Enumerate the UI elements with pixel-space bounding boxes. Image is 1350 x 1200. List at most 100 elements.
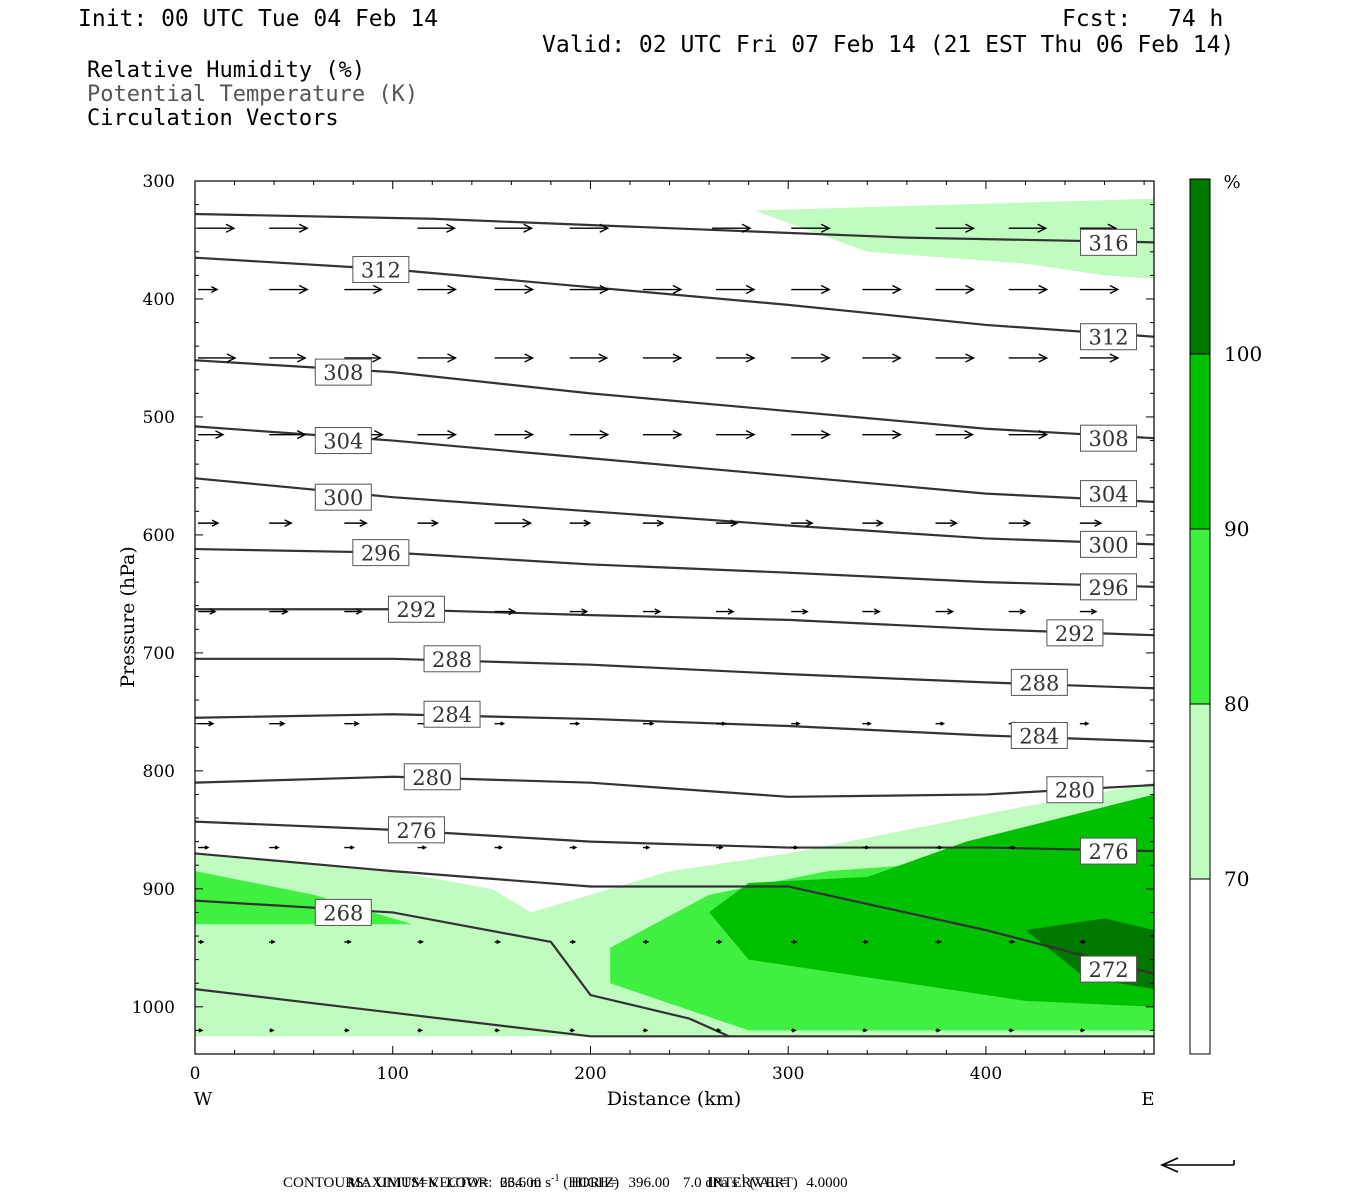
vector-head bbox=[298, 223, 309, 233]
vector-head bbox=[1010, 939, 1016, 945]
circulation-vector bbox=[716, 353, 756, 363]
theta-contour-288 bbox=[195, 657, 1154, 690]
circulation-vector bbox=[269, 430, 307, 440]
circulation-vector bbox=[198, 430, 225, 440]
circulation-vector bbox=[862, 519, 884, 527]
circulation-vector bbox=[269, 845, 280, 850]
circulation-vector bbox=[344, 720, 360, 727]
vector-head bbox=[672, 284, 683, 295]
circulation-vector bbox=[935, 519, 959, 527]
contour-label-box bbox=[1080, 323, 1138, 351]
vector-head bbox=[570, 1028, 576, 1033]
circulation-vector bbox=[1079, 284, 1120, 295]
circulation-vector bbox=[344, 1028, 350, 1033]
circulation-vector bbox=[791, 519, 814, 527]
valid-time: Valid: 02 UTC Fri 07 Feb 14 (21 EST Thu … bbox=[542, 32, 1235, 58]
y-tick-label: 300 bbox=[143, 172, 175, 192]
vector-head bbox=[447, 353, 458, 363]
vector-head bbox=[281, 608, 289, 615]
vector-head bbox=[500, 721, 506, 726]
circulation-vector bbox=[494, 518, 533, 528]
contour-label-box bbox=[1080, 530, 1138, 558]
vector-head bbox=[581, 608, 589, 615]
vector-head bbox=[279, 720, 286, 727]
contour-label: 268 bbox=[314, 898, 372, 926]
circulation-vector bbox=[569, 1028, 576, 1033]
vector-head bbox=[225, 223, 236, 233]
vector-head bbox=[198, 1028, 204, 1033]
colorbar-label: 70 bbox=[1224, 867, 1249, 891]
circulation-vector bbox=[198, 939, 205, 945]
x-tick-label: 200 bbox=[574, 1064, 606, 1084]
vector-head bbox=[745, 353, 756, 363]
vector-head bbox=[965, 284, 976, 295]
contour-label-box bbox=[403, 763, 461, 791]
contour-label-text: 304 bbox=[323, 430, 363, 454]
circulation-vector bbox=[791, 721, 801, 726]
vector-head bbox=[599, 284, 610, 295]
vector-head bbox=[575, 721, 581, 726]
y-axis-title: Pressure (hPa) bbox=[117, 546, 139, 688]
y-tick-label: 800 bbox=[143, 762, 175, 782]
circulation-vector bbox=[1008, 430, 1049, 440]
contour-label-box bbox=[1080, 424, 1138, 452]
circulation-vector bbox=[791, 1028, 797, 1033]
vector-head bbox=[1109, 353, 1120, 363]
contour-label: 292 bbox=[387, 595, 445, 623]
circulation-vector bbox=[417, 939, 425, 945]
circulation-vector bbox=[417, 284, 458, 295]
circulation-vector bbox=[417, 430, 458, 440]
circulation-vector bbox=[791, 284, 831, 295]
circulation-vector bbox=[1079, 939, 1087, 945]
circulation-vector bbox=[1008, 1028, 1015, 1033]
vector-head bbox=[820, 284, 831, 295]
vector-head bbox=[298, 284, 309, 295]
vector-head bbox=[654, 608, 662, 615]
contour-label-text: 272 bbox=[1088, 958, 1128, 982]
vector-head bbox=[446, 223, 457, 233]
circulation-vector bbox=[569, 519, 592, 527]
contour-label-box bbox=[314, 483, 372, 511]
vector-head bbox=[672, 353, 683, 363]
init-time: Init: 00 UTC Tue 04 Feb 14 bbox=[78, 6, 439, 32]
circulation-vector bbox=[935, 939, 943, 945]
circulation-vector bbox=[269, 608, 289, 615]
vector-head bbox=[805, 519, 814, 527]
circulation-vector bbox=[198, 720, 215, 727]
vector-head bbox=[226, 353, 237, 363]
vector-head bbox=[345, 1028, 350, 1033]
theta-contour-284 bbox=[195, 713, 1154, 743]
circulation-vector bbox=[569, 284, 610, 295]
vector-head bbox=[523, 223, 534, 233]
vector-head bbox=[496, 939, 502, 945]
contour-label-text: 288 bbox=[432, 648, 472, 672]
vector-head bbox=[949, 519, 959, 527]
x-end-label-east: E bbox=[1141, 1089, 1154, 1110]
vector-head bbox=[1019, 608, 1027, 615]
vector-head bbox=[1090, 608, 1098, 615]
circulation-vector bbox=[494, 607, 517, 616]
vector-head bbox=[274, 845, 280, 850]
contour-label: 304 bbox=[1080, 480, 1138, 508]
vector-head bbox=[447, 284, 458, 295]
contour-label: 284 bbox=[423, 700, 481, 728]
vector-head bbox=[1038, 430, 1049, 440]
contour-label: 304 bbox=[314, 427, 372, 455]
vector-head bbox=[522, 518, 533, 528]
contour-label-text: 292 bbox=[1055, 622, 1095, 646]
vector-head bbox=[270, 939, 276, 945]
vector-head bbox=[422, 845, 428, 850]
contour-label-box bbox=[1080, 228, 1138, 256]
vector-head bbox=[372, 353, 382, 363]
vector-head bbox=[965, 353, 976, 363]
horiz-tag: (HORIZ) bbox=[563, 1175, 620, 1191]
circulation-vector bbox=[269, 223, 309, 233]
circulation-vector bbox=[1008, 519, 1032, 527]
x-end-label-west: W bbox=[194, 1089, 213, 1110]
contours-info-line: CONTOURS: UNITS=K LOW= 264.00 HIGH= 396.… bbox=[283, 1175, 848, 1191]
circulation-vector bbox=[494, 430, 535, 440]
max-vert-value: 7.0 dPa s bbox=[682, 1175, 738, 1191]
vector-head bbox=[269, 1028, 275, 1033]
circulation-vector bbox=[417, 845, 428, 850]
circulation-vector bbox=[494, 721, 506, 726]
